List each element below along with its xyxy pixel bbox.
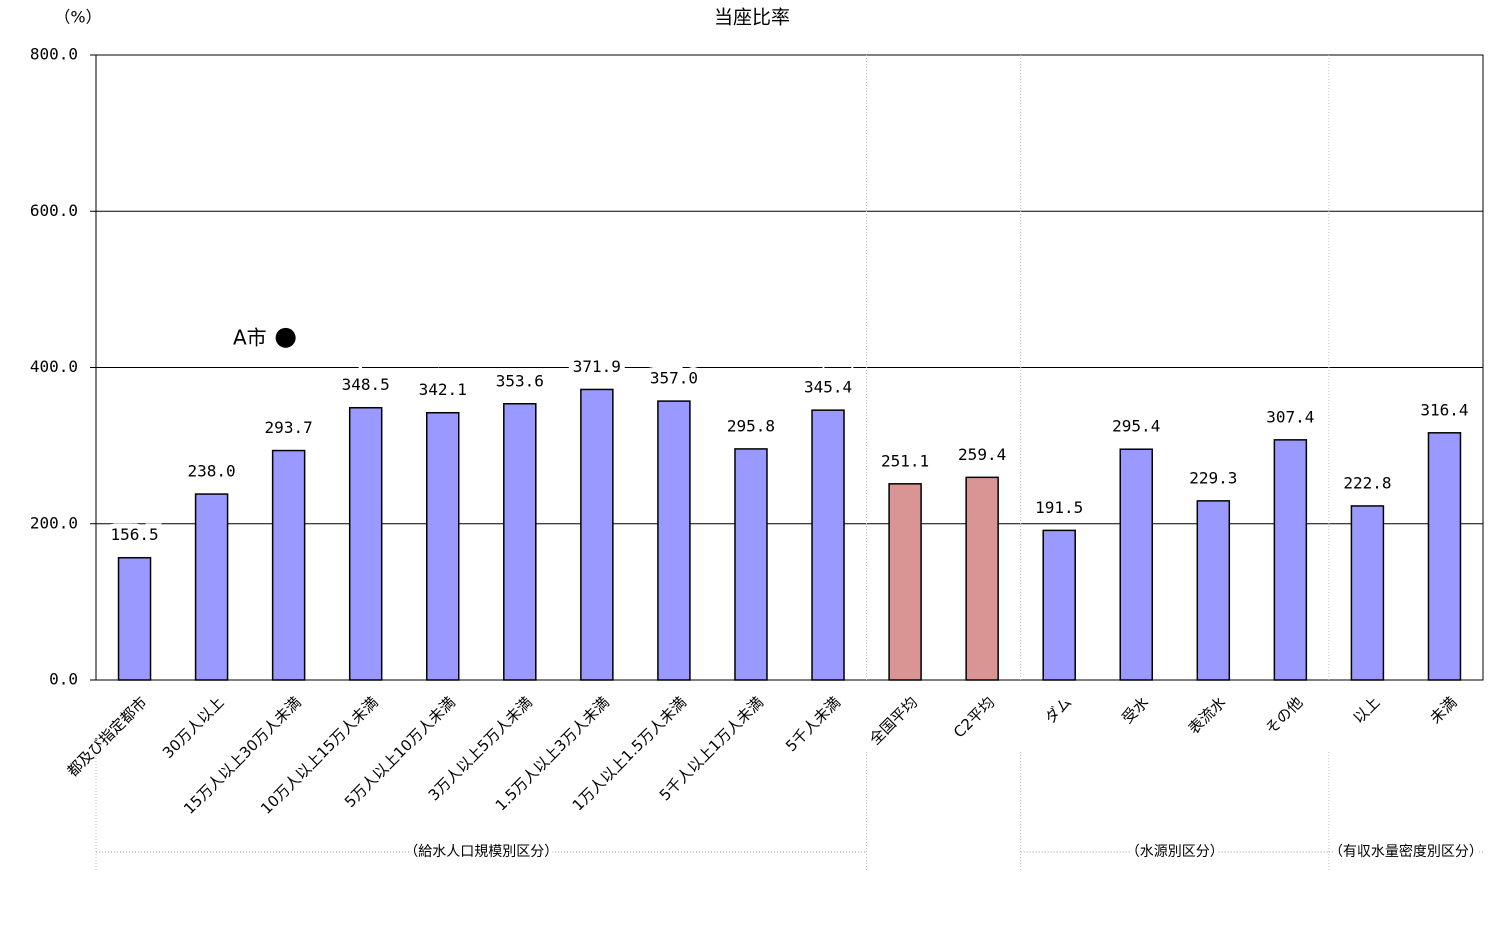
- value-label: 371.9: [573, 357, 621, 376]
- bar: [271, 449, 306, 681]
- bar: [348, 406, 383, 681]
- x-tick-label: 全国平均: [866, 693, 921, 748]
- value-label: 238.0: [187, 462, 235, 481]
- x-tick-label: C2平均: [950, 693, 998, 741]
- y-tick-label: 0.0: [49, 670, 78, 689]
- bar: [503, 403, 537, 681]
- y-tick-label: 200.0: [30, 513, 78, 532]
- bar: [811, 409, 845, 681]
- bar: [888, 483, 922, 681]
- value-label: 156.5: [110, 525, 158, 544]
- value-label: 295.8: [727, 416, 775, 435]
- value-label: 293.7: [265, 418, 313, 437]
- group-label: （水源別区分）: [1126, 844, 1224, 860]
- x-tick-label: 5千人未満: [782, 693, 844, 755]
- value-label: 345.4: [804, 378, 852, 397]
- plot-frame: [95, 54, 1484, 681]
- value-label: 222.8: [1343, 473, 1391, 492]
- bar: [1273, 439, 1308, 681]
- bar: [1427, 432, 1462, 681]
- x-tick-label: 以上: [1349, 693, 1383, 727]
- value-label: 191.5: [1035, 498, 1083, 517]
- bar: [117, 556, 152, 681]
- value-label: 342.1: [419, 380, 467, 399]
- value-label: 353.6: [496, 371, 544, 390]
- x-tick-label: 表流水: [1185, 693, 1230, 738]
- bar: [580, 388, 614, 681]
- y-unit: （%）: [54, 8, 101, 27]
- y-tick-label: 800.0: [30, 45, 78, 64]
- value-label: 348.5: [342, 375, 390, 394]
- bar: [194, 493, 229, 681]
- group-label: （給水人口規模別区分）: [404, 844, 558, 860]
- value-label: 357.0: [650, 369, 698, 388]
- x-tick-label: 受水: [1118, 693, 1152, 727]
- value-label: 295.4: [1112, 417, 1160, 436]
- value-label: 229.3: [1189, 468, 1237, 487]
- value-label: 251.1: [881, 451, 929, 470]
- value-label: 316.4: [1420, 400, 1468, 419]
- bar: [1042, 529, 1076, 681]
- bar: [965, 476, 999, 681]
- x-tick-label: 都及び指定都市: [64, 693, 151, 780]
- x-tick-label: その他: [1262, 693, 1307, 738]
- y-tick-label: 600.0: [30, 201, 78, 220]
- bar: [426, 411, 460, 681]
- value-label: 307.4: [1266, 407, 1314, 426]
- chart-title: 当座比率: [714, 7, 790, 29]
- annotation-marker: [275, 327, 296, 348]
- x-tick-label: 30万人以上: [159, 693, 228, 762]
- x-tick-label: 未満: [1427, 693, 1461, 727]
- y-tick-label: 400.0: [30, 357, 78, 376]
- value-label: 259.4: [958, 445, 1006, 464]
- annotation-label: A市: [233, 325, 267, 349]
- group-label: （有収水量密度別区分）: [1329, 843, 1483, 860]
- bar: [1350, 505, 1385, 681]
- bar: [734, 448, 768, 681]
- bar: [1196, 500, 1231, 681]
- bar: [1119, 448, 1153, 681]
- x-tick-label: ダム: [1041, 693, 1075, 727]
- bar: [657, 400, 691, 681]
